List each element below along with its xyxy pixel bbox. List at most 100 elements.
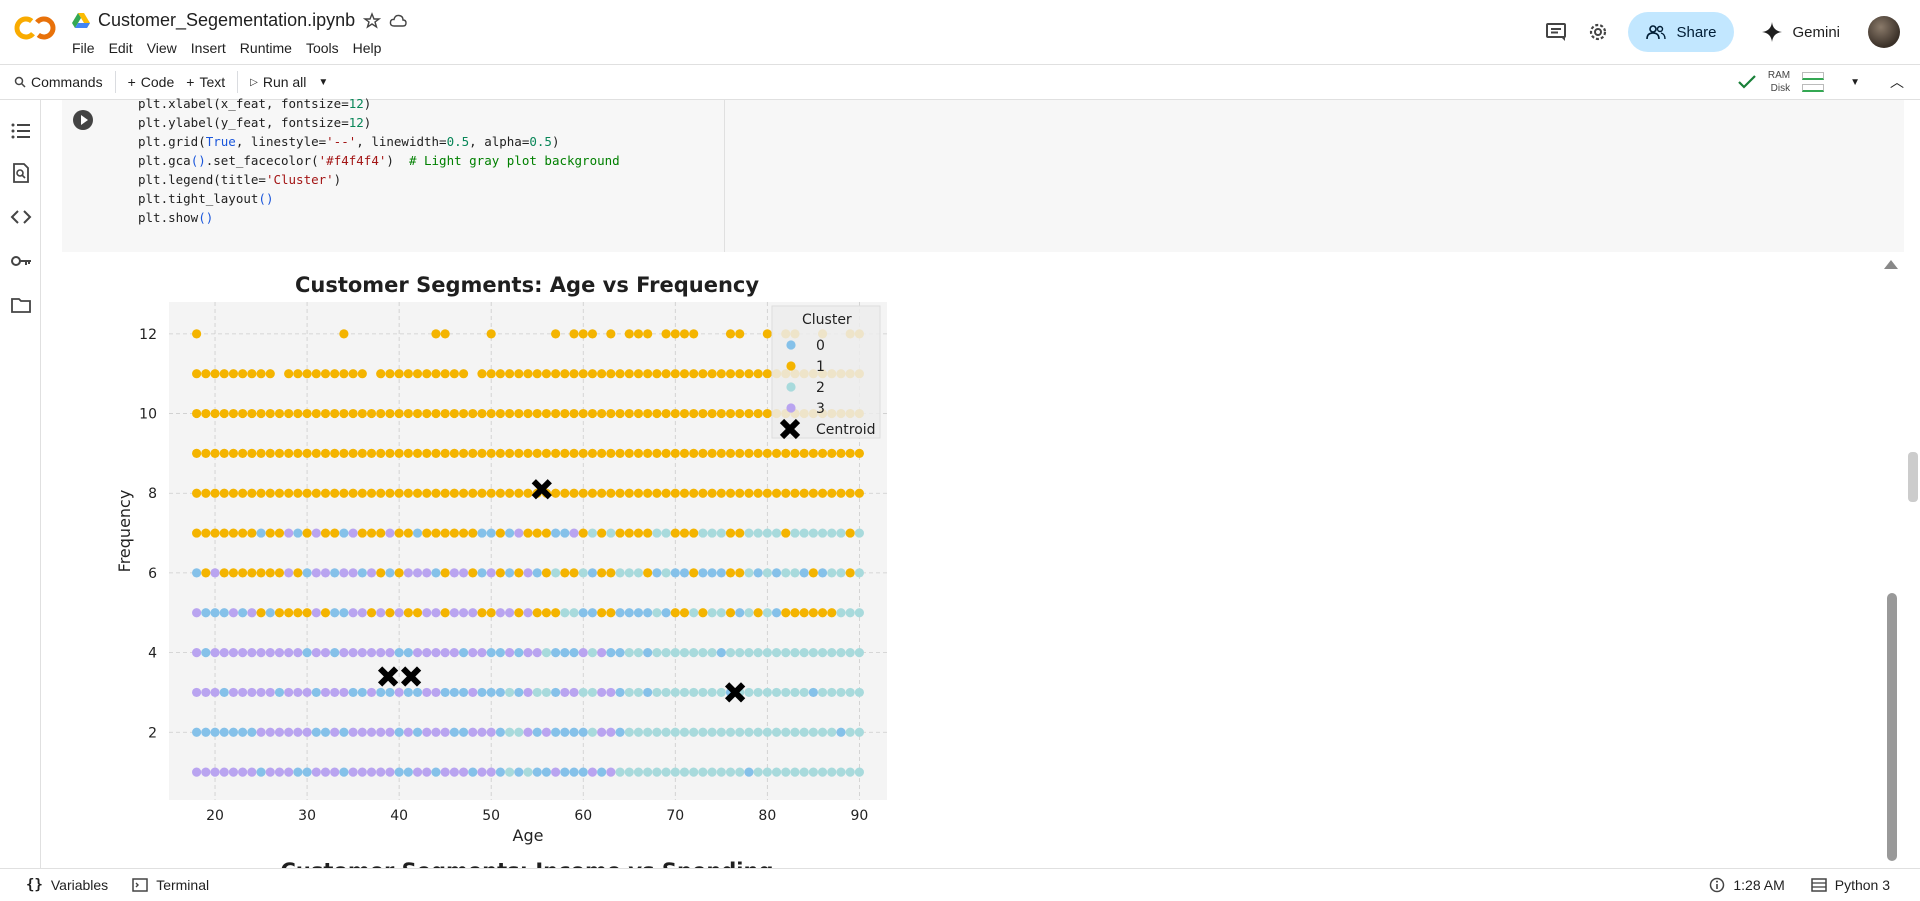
scatter-point-cluster-2 — [753, 767, 763, 777]
menu-file[interactable]: File — [72, 40, 95, 56]
runtime-dropdown-icon[interactable]: ▼ — [1850, 76, 1860, 88]
scatter-point-cluster-1 — [541, 448, 552, 458]
add-text-button[interactable]: + Text — [180, 74, 231, 90]
scatter-point-cluster-0 — [560, 528, 570, 538]
scatter-point-cluster-1 — [440, 568, 450, 578]
x-tick-label: 80 — [758, 808, 776, 824]
scatter-point-cluster-1 — [247, 528, 257, 538]
y-tick-label: 6 — [148, 566, 157, 582]
centroid-marker — [531, 479, 552, 500]
scatter-point-cluster-1 — [643, 369, 653, 379]
scatter-point-cluster-1 — [394, 369, 404, 379]
share-button[interactable]: Share — [1628, 12, 1735, 52]
find-replace-icon[interactable] — [10, 162, 32, 184]
scatter-point-cluster-1 — [330, 448, 340, 458]
scatter-point-cluster-2 — [569, 608, 579, 618]
scatter-point-cluster-2 — [587, 528, 598, 538]
scatter-point-cluster-3 — [366, 647, 377, 658]
x-tick-label: 90 — [850, 808, 868, 824]
scatter-point-cluster-3 — [311, 528, 321, 538]
menu-view[interactable]: View — [146, 40, 177, 56]
scatter-point-cluster-0 — [569, 647, 579, 658]
scatter-point-cluster-0 — [643, 647, 653, 658]
output-scrollbar[interactable] — [1887, 593, 1897, 861]
add-code-button[interactable]: + Code — [122, 74, 181, 90]
star-icon[interactable] — [363, 11, 382, 30]
terminal-button[interactable]: Terminal — [132, 877, 209, 893]
scatter-point-cluster-3 — [597, 647, 607, 658]
user-avatar[interactable] — [1868, 16, 1900, 48]
scatter-point-cluster-3 — [348, 528, 358, 538]
scatter-point-cluster-1 — [587, 369, 598, 379]
scatter-point-cluster-1 — [458, 528, 469, 538]
cloud-saved-icon[interactable] — [389, 12, 407, 30]
notebook-title[interactable]: Customer_Segementation.ipynb — [98, 10, 356, 30]
run-all-button[interactable]: ▷ Run all — [244, 74, 312, 90]
scroll-up-arrow-icon[interactable] — [1884, 260, 1898, 269]
scatter-point-cluster-1 — [293, 568, 303, 578]
comments-icon[interactable] — [1544, 20, 1568, 44]
scatter-point-cluster-3 — [284, 568, 294, 578]
scatter-point-cluster-2 — [771, 528, 782, 538]
scatter-point-cluster-1 — [569, 568, 579, 578]
scatter-point-cluster-0 — [293, 528, 303, 538]
scatter-point-cluster-3 — [284, 767, 294, 777]
menu-insert[interactable]: Insert — [190, 40, 226, 56]
colab-logo-icon[interactable] — [14, 14, 56, 42]
menu-help[interactable]: Help — [352, 40, 382, 56]
scatter-point-cluster-0 — [808, 687, 818, 698]
kernel-status[interactable]: Python 3 — [1810, 877, 1890, 893]
scatter-point-cluster-1 — [560, 369, 570, 379]
scatter-point-cluster-1 — [265, 448, 275, 458]
scatter-point-cluster-2 — [827, 767, 837, 777]
scatter-point-cluster-2 — [836, 528, 846, 538]
scatter-point-cluster-1 — [771, 488, 782, 498]
ram-label: RAM — [1767, 70, 1791, 81]
scatter-point-cluster-0 — [633, 608, 644, 618]
scatter-point-cluster-1 — [753, 369, 763, 379]
variables-button[interactable]: {} Variables — [26, 877, 108, 893]
scatter-point-cluster-2 — [827, 727, 837, 737]
scatter-point-cluster-2 — [661, 568, 671, 578]
menu-tools[interactable]: Tools — [305, 40, 339, 56]
scatter-point-cluster-3 — [587, 767, 598, 777]
page-scrollbar[interactable] — [1908, 452, 1918, 502]
scatter-point-cluster-3 — [339, 647, 349, 658]
scatter-point-cluster-1 — [366, 608, 377, 618]
scatter-point-cluster-1 — [762, 448, 772, 458]
collapse-header-icon[interactable]: ︿ — [1890, 74, 1904, 90]
scatter-point-cluster-0 — [403, 767, 413, 777]
menu-runtime[interactable]: Runtime — [239, 40, 292, 56]
resource-monitor[interactable]: RAM Disk — [1768, 69, 1790, 95]
code-editor[interactable]: plt.xlabel(x_feat, fontsize=12) plt.ylabe… — [138, 94, 620, 227]
scatter-point-cluster-1 — [504, 488, 515, 498]
gemini-button[interactable]: Gemini — [1752, 22, 1850, 42]
scatter-point-cluster-2 — [670, 727, 680, 737]
scatter-point-cluster-0 — [477, 568, 487, 578]
menu-edit[interactable]: Edit — [108, 40, 133, 56]
run-all-dropdown[interactable]: ▼ — [312, 77, 334, 88]
scatter-point-cluster-1 — [201, 528, 211, 538]
code-label: Code — [140, 74, 175, 90]
files-folder-icon[interactable] — [10, 294, 32, 316]
code-snippets-icon[interactable] — [10, 206, 32, 228]
scatter-point-cluster-1 — [228, 408, 239, 419]
scatter-point-cluster-0 — [192, 727, 202, 737]
run-cell-button[interactable] — [73, 110, 93, 130]
settings-gear-icon[interactable] — [1586, 20, 1610, 44]
execution-time[interactable]: 1:28 AM — [1709, 877, 1785, 893]
scatter-point-cluster-2 — [817, 727, 828, 737]
scatter-point-cluster-0 — [339, 767, 349, 777]
scatter-point-cluster-3 — [357, 608, 367, 618]
scatter-point-cluster-2 — [587, 687, 598, 698]
scatter-point-cluster-1 — [422, 369, 432, 379]
table-of-contents-icon[interactable] — [10, 120, 32, 142]
scatter-point-cluster-1 — [320, 488, 331, 498]
scatter-point-cluster-3 — [366, 727, 377, 737]
scatter-point-cluster-3 — [504, 647, 515, 658]
commands-button[interactable]: Commands — [0, 74, 109, 90]
secrets-key-icon[interactable] — [10, 250, 32, 272]
scatter-point-cluster-2 — [643, 727, 653, 737]
scatter-point-cluster-1 — [357, 448, 367, 458]
code-cell[interactable] — [62, 100, 1904, 252]
